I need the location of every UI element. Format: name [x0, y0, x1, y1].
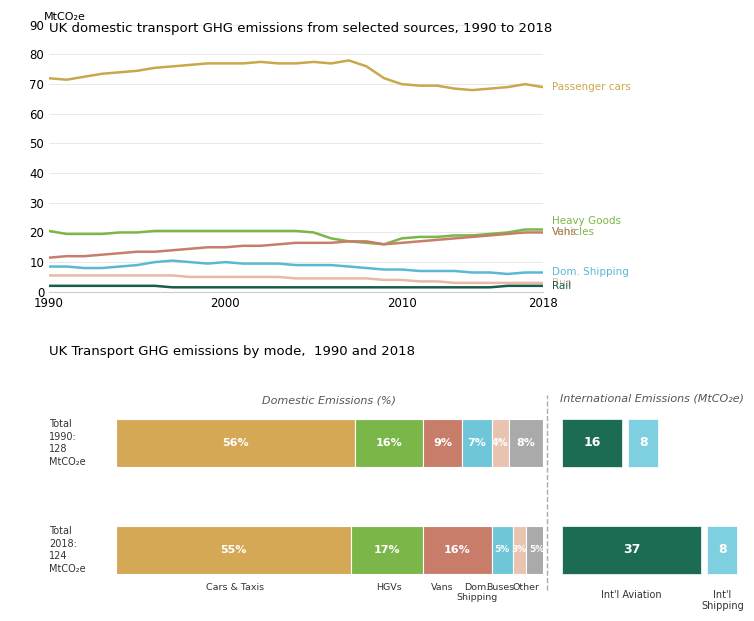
Bar	[115, 419, 355, 467]
Text: Rail: Rail	[552, 281, 571, 291]
Text: International Emissions (MtCO₂e): International Emissions (MtCO₂e)	[560, 393, 744, 404]
Text: UK Transport GHG emissions by mode,  1990 and 2018: UK Transport GHG emissions by mode, 1990…	[49, 345, 415, 358]
Text: Other: Other	[512, 582, 539, 592]
Bar	[492, 526, 513, 574]
Text: 16%: 16%	[444, 545, 470, 555]
Text: UK domestic transport GHG emissions from selected sources, 1990 to 2018: UK domestic transport GHG emissions from…	[49, 22, 552, 35]
Bar	[509, 419, 543, 467]
Text: 16%: 16%	[375, 438, 403, 448]
Bar	[513, 526, 526, 574]
Text: 4%: 4%	[492, 438, 508, 448]
Text: Total
1990:
128
MtCO₂e: Total 1990: 128 MtCO₂e	[49, 419, 86, 466]
Text: Int'l
Shipping: Int'l Shipping	[701, 589, 743, 611]
Text: 9%: 9%	[433, 438, 452, 448]
Text: Passenger cars: Passenger cars	[552, 82, 630, 92]
Text: 37: 37	[623, 543, 640, 556]
Bar	[423, 526, 492, 574]
Bar	[461, 419, 492, 467]
Bar	[423, 419, 461, 467]
Text: 5%: 5%	[495, 545, 510, 555]
Text: Total
2018:
124
MtCO₂e: Total 2018: 124 MtCO₂e	[49, 527, 86, 574]
Text: Vans: Vans	[552, 227, 577, 237]
Text: Dom.
Shipping: Dom. Shipping	[456, 582, 498, 602]
Bar	[115, 526, 351, 574]
Text: Cars & Taxis: Cars & Taxis	[207, 582, 265, 592]
Text: 5%: 5%	[529, 545, 544, 555]
Text: 56%: 56%	[222, 438, 249, 448]
Text: Int'l Aviation: Int'l Aviation	[601, 589, 662, 599]
Text: 8%: 8%	[516, 438, 535, 448]
Text: 7%: 7%	[467, 438, 486, 448]
Text: 16: 16	[583, 437, 601, 450]
Text: Heavy Goods
Vehicles: Heavy Goods Vehicles	[552, 215, 621, 237]
Bar	[355, 419, 423, 467]
Bar	[492, 419, 509, 467]
Text: 55%: 55%	[220, 545, 247, 555]
Bar	[526, 526, 547, 574]
Text: Dom. Shipping: Dom. Shipping	[552, 268, 629, 278]
Text: HGVs: HGVs	[376, 582, 402, 592]
Text: 8: 8	[639, 437, 648, 450]
Text: Buses: Buses	[486, 582, 514, 592]
Text: Vans: Vans	[431, 582, 454, 592]
Text: MtCO₂e: MtCO₂e	[44, 12, 86, 22]
Text: 3%: 3%	[512, 545, 527, 555]
Text: Domestic Emissions (%): Domestic Emissions (%)	[262, 396, 397, 406]
Text: Bus: Bus	[552, 278, 571, 288]
Text: 8: 8	[718, 543, 727, 556]
Bar	[351, 526, 423, 574]
Text: 17%: 17%	[374, 545, 400, 555]
